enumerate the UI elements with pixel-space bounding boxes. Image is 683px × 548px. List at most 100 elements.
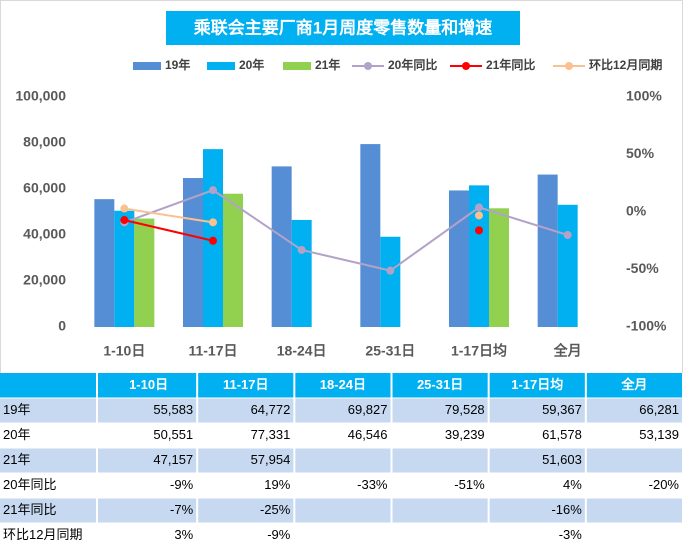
bar bbox=[557, 204, 578, 327]
marker bbox=[209, 186, 217, 195]
table-row bbox=[0, 423, 683, 448]
x-tick-label: 1-17日均 bbox=[451, 343, 507, 359]
bar bbox=[360, 144, 381, 327]
legend-swatch bbox=[283, 62, 311, 70]
legend-label: 20年同比 bbox=[388, 57, 437, 72]
table-cell: -51% bbox=[454, 477, 485, 492]
line bbox=[123, 189, 568, 272]
table-row-label: 20年 bbox=[3, 427, 30, 442]
bar bbox=[223, 193, 243, 327]
y2-tick-label: 100% bbox=[626, 88, 662, 104]
marker bbox=[475, 203, 483, 212]
table-row-label: 19年 bbox=[3, 402, 30, 417]
legend-label: 19年 bbox=[165, 57, 190, 72]
chart-title: 乘联会主要厂商1月周度零售数量和增速 bbox=[193, 17, 492, 37]
legend-swatch bbox=[133, 62, 161, 70]
y2-tick-label: -100% bbox=[626, 318, 667, 334]
table-cell: -9% bbox=[267, 527, 291, 542]
table-header bbox=[0, 373, 683, 398]
table-cell: 19% bbox=[264, 477, 290, 492]
legend-swatch bbox=[462, 62, 470, 70]
x-tick-label: 25-31日 bbox=[365, 343, 415, 359]
table-cell: 39,239 bbox=[445, 427, 485, 442]
y-tick-label: 60,000 bbox=[23, 180, 66, 196]
table-cell: -9% bbox=[170, 477, 194, 492]
table-header-cell: 25-31日 bbox=[417, 377, 463, 392]
table-cell: 3% bbox=[174, 527, 193, 542]
bar bbox=[114, 210, 135, 327]
y-tick-label: 100,000 bbox=[15, 88, 66, 104]
marker bbox=[209, 236, 217, 245]
table-cell: -16% bbox=[551, 502, 582, 517]
bar bbox=[183, 178, 203, 327]
x-tick-label: 全月 bbox=[553, 343, 582, 359]
bar bbox=[271, 166, 292, 327]
x-tick-label: 11-17日 bbox=[188, 343, 237, 359]
table-header-cell: 1-17日均 bbox=[511, 377, 563, 392]
table-cell: 50,551 bbox=[153, 427, 193, 442]
table-cell: 64,772 bbox=[251, 402, 291, 417]
table-cell: 46,546 bbox=[348, 427, 388, 442]
table-cell: 47,157 bbox=[153, 452, 193, 467]
table-header-cell: 11-17日 bbox=[223, 377, 269, 392]
legend-label: 21年 bbox=[315, 57, 340, 72]
legend-label: 20年 bbox=[239, 57, 264, 72]
table-header-cell: 18-24日 bbox=[320, 377, 366, 392]
table-row bbox=[0, 473, 683, 498]
marker bbox=[475, 211, 483, 220]
y-tick-label: 0 bbox=[58, 318, 66, 334]
bar bbox=[134, 218, 155, 327]
table-cell: -25% bbox=[260, 502, 291, 517]
table-header-cell: 1-10日 bbox=[129, 377, 168, 392]
table-cell: 51,603 bbox=[542, 452, 582, 467]
legend-label: 环比12月同期 bbox=[589, 57, 662, 72]
marker bbox=[297, 245, 306, 254]
marker bbox=[209, 218, 217, 227]
bar bbox=[469, 185, 489, 327]
x-tick-label: 1-10日 bbox=[103, 343, 145, 359]
table-cell: 61,578 bbox=[542, 427, 582, 442]
bar bbox=[449, 190, 469, 327]
y-tick-label: 20,000 bbox=[23, 272, 66, 288]
table-cell: -20% bbox=[649, 477, 680, 492]
y2-tick-label: -50% bbox=[626, 260, 659, 276]
bar bbox=[537, 174, 558, 327]
legend-swatch bbox=[364, 62, 372, 70]
table-cell: 4% bbox=[563, 477, 582, 492]
table-cell: 79,528 bbox=[445, 402, 485, 417]
table-row bbox=[0, 448, 683, 473]
table-row bbox=[0, 398, 683, 423]
bar bbox=[291, 219, 312, 327]
y-tick-label: 40,000 bbox=[23, 226, 66, 242]
marker bbox=[120, 204, 129, 213]
table-cell: 66,281 bbox=[639, 402, 679, 417]
table-row bbox=[0, 523, 683, 548]
table-cell: 55,583 bbox=[153, 402, 193, 417]
legend-swatch bbox=[565, 62, 573, 70]
table-cell: 53,139 bbox=[639, 427, 679, 442]
marker bbox=[563, 231, 572, 239]
table-cell: 77,331 bbox=[251, 427, 291, 442]
table-cell: 69,827 bbox=[348, 402, 388, 417]
table-cell: -7% bbox=[170, 502, 194, 517]
table-row-label: 21年同比 bbox=[3, 502, 56, 517]
table-cell: 59,367 bbox=[542, 402, 582, 417]
title-box bbox=[166, 11, 520, 45]
table-cell: -33% bbox=[357, 477, 388, 492]
x-tick-label: 18-24日 bbox=[277, 343, 327, 359]
marker bbox=[475, 226, 483, 235]
table-row-label: 20年同比 bbox=[3, 477, 56, 492]
bar bbox=[94, 199, 115, 327]
legend-swatch bbox=[207, 62, 235, 70]
table-cell: -3% bbox=[559, 527, 583, 542]
y-tick-label: 80,000 bbox=[23, 134, 66, 150]
bar bbox=[489, 208, 509, 327]
marker bbox=[120, 216, 129, 225]
table-cell: 57,954 bbox=[251, 452, 291, 467]
legend-label: 21年同比 bbox=[486, 57, 535, 72]
table-row bbox=[0, 498, 683, 523]
bar bbox=[380, 236, 401, 327]
table-row-label: 环比12月同期 bbox=[3, 527, 82, 542]
y2-tick-label: 0% bbox=[626, 203, 647, 219]
